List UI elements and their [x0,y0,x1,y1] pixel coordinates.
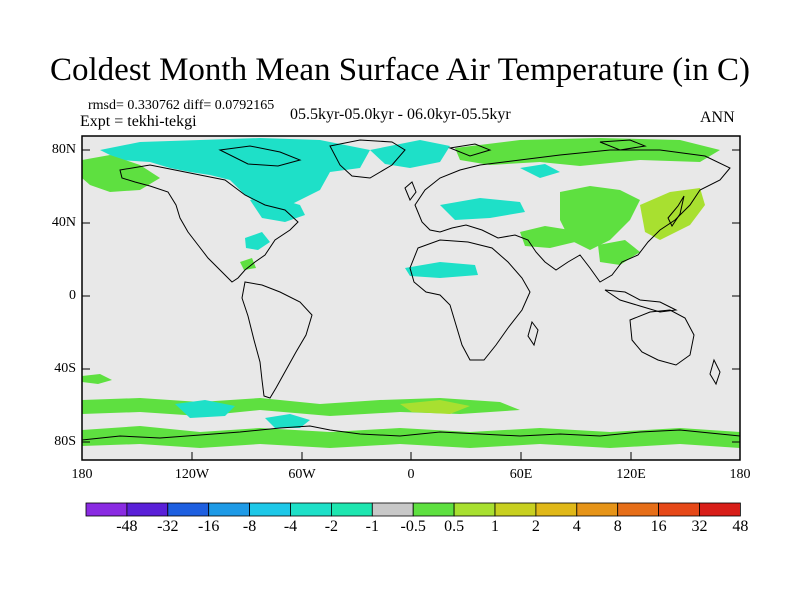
colorbar-label: 1 [491,518,499,535]
coastline-arctic-islands [218,139,647,167]
lon-label-60w: 60W [288,467,316,482]
coastline-south-america [241,281,313,399]
colorbar-swatch [249,502,291,517]
lat-label-80s: 80S [54,434,76,449]
period-label: 05.5kyr-05.0kyr - 06.0kyr-05.5kyr [290,106,511,123]
tick-marks [81,149,741,460]
colorbar-label: -16 [198,518,220,535]
colorbar-label: -48 [116,518,138,535]
cool-patch-europe [440,198,525,220]
lon-label-180e: 180 [729,467,751,482]
colorbar-label: 0.5 [444,518,465,535]
lat-label-40s: 40S [54,361,76,376]
experiment-label: Expt = tekhi-tekgi [80,113,197,130]
colorbar-label: 8 [613,518,622,535]
cool-patch-greenland [370,140,450,168]
colorbar-swatch [371,502,414,517]
warm-patch-amazon-east [240,258,256,270]
colorbar-swatch [85,502,128,517]
lat-label-80n: 80N [51,142,76,157]
lon-label-180w: 180 [71,467,93,482]
lon-label-0: 0 [407,467,415,482]
colorbar-label: -2 [324,518,339,535]
coastline-japan [667,195,685,227]
colorbar-swatch [290,502,332,517]
coastline-australia [629,309,695,366]
colorbar-swatch [494,502,537,517]
colorbar-swatch [617,502,660,517]
colorbar [85,502,741,517]
colorbar-label: -1 [365,518,379,535]
coastline-uk [404,181,417,201]
coastline-greenland [329,139,406,179]
coastline-africa [409,239,531,361]
colorbar-label: 16 [650,518,667,535]
coastline-north-america [119,164,299,283]
lon-label-120w: 120W [174,467,210,482]
stats-label: rmsd= 0.330762 diff= 0.0792165 [88,98,275,113]
coastline-eurasia [414,149,731,283]
colorbar-label: 2 [531,518,540,535]
colorbar-swatch [658,502,700,517]
lon-label-120e: 120E [616,467,646,482]
warm-patch-east-asia [640,188,705,240]
warm-patch-central-asia [560,186,640,250]
colorbar-swatch [330,502,373,517]
colorbar-label: 32 [691,518,708,535]
colorbar-label: -0.5 [400,518,426,535]
plot-title: Coldest Month Mean Surface Air Temperatu… [50,52,750,88]
lon-label-60e: 60E [509,467,533,482]
cool-patch-sahara [405,262,478,278]
colorbar-swatch [576,502,619,517]
cool-patch-east-us [245,232,270,250]
lat-label-0: 0 [69,288,76,303]
coastline-new-zealand [709,358,721,386]
cool-patch-siberia-edge [520,164,560,178]
colorbar-swatch [412,502,455,517]
colorbar-swatch [167,502,210,517]
warm-patch-south-indian [400,400,470,414]
colorbar-label: 48 [732,518,749,535]
colorbar-label: -8 [242,518,257,535]
colorbar-swatch [699,502,741,517]
colorbar-label: -32 [157,518,179,535]
cool-patch-south-pacific [265,414,310,428]
warm-patch-south-atlantic [82,374,112,384]
lat-label-40n: 40N [51,215,76,230]
cool-patch-southern-ocean [175,400,235,418]
season-label: ANN [700,109,735,126]
coastline-madagascar [527,320,539,347]
colorbar-swatch [208,502,250,517]
coastline-antarctica [81,425,741,441]
colorbar-swatch [126,502,169,517]
colorbar-label: 4 [572,518,581,535]
colorbar-label: -4 [283,518,298,535]
coastlines [81,139,741,441]
cool-patch-arctic-canada [100,138,370,210]
coastline-se-asia [604,289,678,313]
warm-patch-middle-east [520,226,575,248]
colorbar-swatch [453,502,496,517]
colorbar-swatch [535,502,578,517]
